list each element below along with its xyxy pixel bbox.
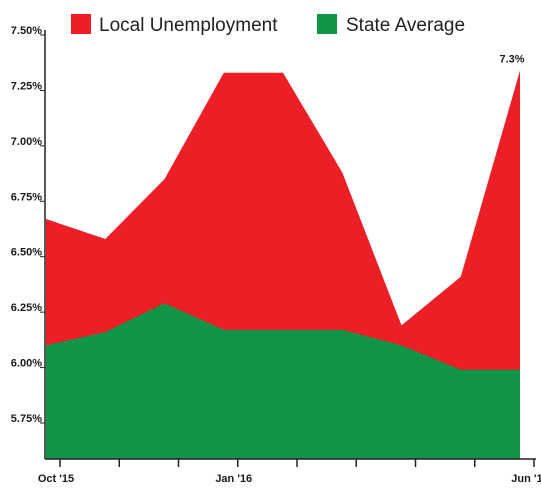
legend-swatch-local [71, 14, 91, 34]
y-tick-label: 7.50% [11, 25, 42, 37]
y-tick-label: 6.75% [11, 191, 42, 203]
y-tick-label: 7.00% [11, 136, 42, 148]
end-value-label: 7.3% [499, 53, 524, 65]
x-tick-label: Oct '15 [38, 473, 74, 485]
y-tick-label: 7.25% [11, 80, 42, 92]
x-tick-label: Jun '16 [511, 473, 541, 485]
state-average-area [46, 303, 520, 459]
legend-label-local: Local Unemployment [99, 15, 278, 36]
x-tick-label: Jan '16 [215, 473, 252, 485]
legend-label-state: State Average [346, 15, 465, 36]
y-tick-label: 6.00% [11, 358, 42, 370]
y-tick-label: 6.50% [11, 247, 42, 259]
legend-swatch-state [317, 14, 337, 34]
y-tick-label: 5.75% [11, 413, 42, 425]
y-tick-label: 6.25% [11, 302, 42, 314]
